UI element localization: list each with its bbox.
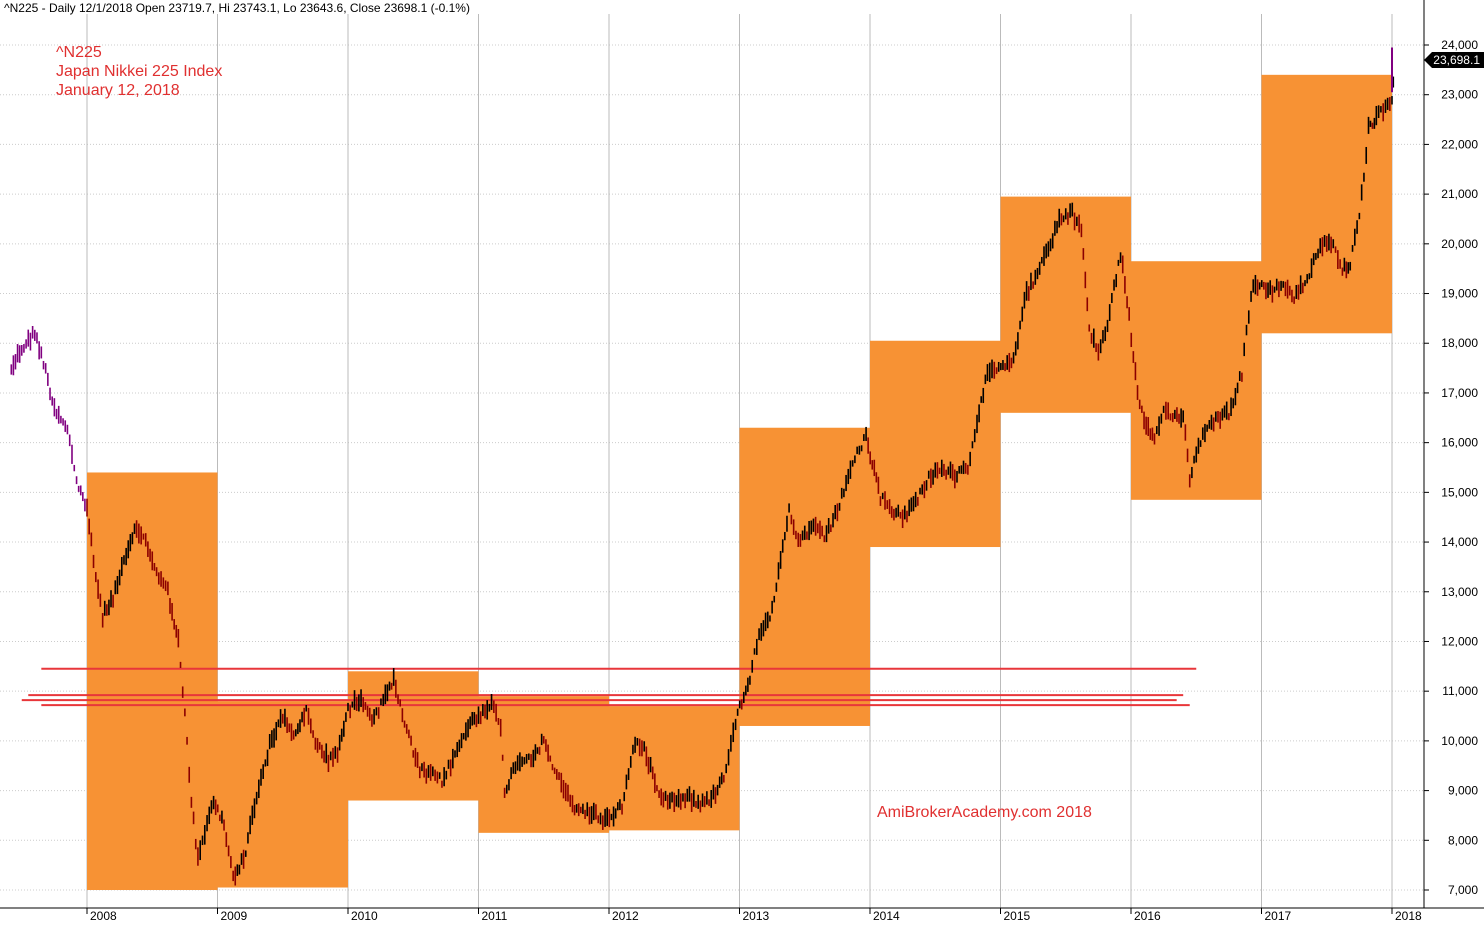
x-tick-label: 2017	[1265, 909, 1292, 923]
year-range-box	[348, 671, 479, 801]
year-range-box	[1000, 196, 1131, 413]
last-price-text: 23,698.1	[1433, 53, 1480, 67]
chart-header: ^N225 - Daily 12/1/2018 Open 23719.7, Hi…	[4, 1, 470, 15]
x-tick-label: 2012	[612, 909, 639, 923]
x-tick-label: 2016	[1134, 909, 1161, 923]
y-tick-label: 7,000	[1448, 883, 1478, 897]
x-tick-label: 2008	[90, 909, 117, 923]
y-tick-label: 19,000	[1441, 287, 1478, 301]
y-tick-label: 13,000	[1441, 585, 1478, 599]
yearly-range-boxes	[87, 74, 1392, 890]
price-series	[10, 47, 1395, 886]
y-tick-label: 22,000	[1441, 137, 1478, 151]
x-tick-label: 2009	[221, 909, 248, 923]
y-tick-label: 10,000	[1441, 734, 1478, 748]
y-tick-label: 14,000	[1441, 535, 1478, 549]
y-tick-label: 20,000	[1441, 237, 1478, 251]
y-tick-label: 24,000	[1441, 38, 1478, 52]
x-tick-label: 2010	[351, 909, 378, 923]
note-ticker: ^N225	[56, 44, 102, 61]
x-tick-label: 2011	[482, 909, 508, 923]
x-tick-label: 2015	[1004, 909, 1031, 923]
y-tick-label: 9,000	[1448, 784, 1478, 798]
year-range-box	[870, 340, 1001, 548]
last-price-badge	[1424, 52, 1484, 69]
y-axis-ticks: 7,000 8,000 9,000 10,000 11,000 12,000 13,000 1…	[1424, 38, 1478, 897]
year-range-box	[87, 472, 218, 890]
last-price-label: 23,698.1	[1424, 52, 1484, 69]
y-tick-label: 17,000	[1441, 386, 1478, 400]
y-tick-label: 11,000	[1442, 684, 1478, 698]
horizontal-lines	[21, 667, 1197, 707]
y-tick-label: 12,000	[1441, 634, 1478, 648]
y-tick-label: 8,000	[1448, 833, 1478, 847]
y-tick-label: 18,000	[1441, 336, 1478, 350]
y-tick-label: 23,000	[1441, 88, 1478, 102]
y-tick-label: 15,000	[1441, 485, 1478, 499]
x-tick-label: 2018	[1395, 909, 1422, 923]
x-axis-ticks: 2008 2009 2010 2011 2012 2013 2014 2015 2016 2017…	[86, 908, 1422, 923]
year-range-box	[1261, 74, 1392, 334]
note-index-name: Japan Nikkei 225 Index	[56, 63, 223, 80]
y-tick-label: 21,000	[1441, 187, 1478, 201]
x-tick-label: 2014	[873, 909, 900, 923]
watermark: AmiBrokerAcademy.com 2018	[877, 804, 1092, 821]
year-range-box	[217, 701, 348, 888]
y-tick-label: 16,000	[1441, 436, 1478, 450]
note-date: January 12, 2018	[56, 82, 180, 99]
x-tick-label: 2013	[743, 909, 770, 923]
